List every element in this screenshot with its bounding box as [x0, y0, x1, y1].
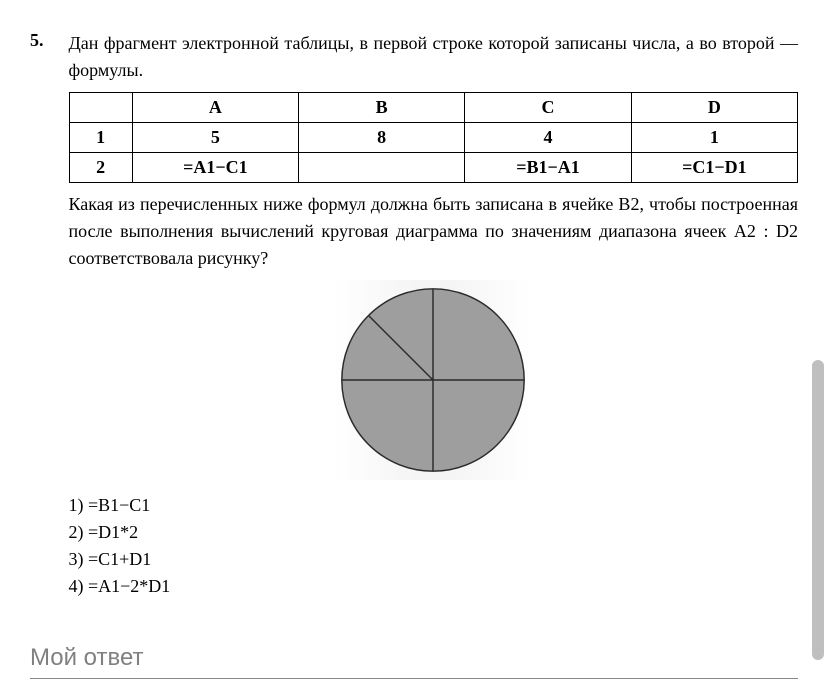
option-4: 4) =A1−2*D1 — [69, 573, 799, 600]
answer-label[interactable]: Мой ответ — [30, 644, 798, 672]
problem-question-text: Какая из перечисленных ниже формул должн… — [69, 191, 799, 272]
table-row: 1 5 8 4 1 — [69, 123, 798, 153]
header-A: A — [132, 93, 298, 123]
cell-B1: 8 — [298, 123, 464, 153]
table-header-row: A B C D — [69, 93, 798, 123]
pie-chart-wrapper — [333, 280, 533, 480]
cell-D2: =C1−D1 — [631, 153, 797, 183]
problem-container: 5. Дан фрагмент электронной таблицы, в п… — [30, 30, 798, 600]
cell-C2: =B1−A1 — [465, 153, 631, 183]
row2-label: 2 — [69, 153, 132, 183]
cell-A1: 5 — [132, 123, 298, 153]
option-3: 3) =C1+D1 — [69, 546, 799, 573]
header-C: C — [465, 93, 631, 123]
spreadsheet-table: A B C D 1 5 8 4 1 2 =A1−C1 =B1−A1 =C1−D1 — [69, 92, 799, 183]
problem-intro-text: Дан фрагмент электронной таблицы, в перв… — [69, 30, 799, 84]
answer-underline — [30, 678, 798, 679]
pie-chart — [336, 283, 530, 477]
table-row: 2 =A1−C1 =B1−A1 =C1−D1 — [69, 153, 798, 183]
header-B: B — [298, 93, 464, 123]
answer-section: Мой ответ — [30, 644, 798, 679]
header-blank — [69, 93, 132, 123]
scrollbar-thumb[interactable] — [812, 360, 824, 660]
problem-content: Дан фрагмент электронной таблицы, в перв… — [69, 30, 799, 600]
problem-number: 5. — [30, 30, 44, 600]
cell-B2 — [298, 153, 464, 183]
cell-D1: 1 — [631, 123, 797, 153]
option-2: 2) =D1*2 — [69, 519, 799, 546]
row1-label: 1 — [69, 123, 132, 153]
cell-A2: =A1−C1 — [132, 153, 298, 183]
scrollbar[interactable] — [812, 10, 824, 670]
cell-C1: 4 — [465, 123, 631, 153]
header-D: D — [631, 93, 797, 123]
option-1: 1) =B1−C1 — [69, 492, 799, 519]
answer-options: 1) =B1−C1 2) =D1*2 3) =C1+D1 4) =A1−2*D1 — [69, 492, 799, 600]
